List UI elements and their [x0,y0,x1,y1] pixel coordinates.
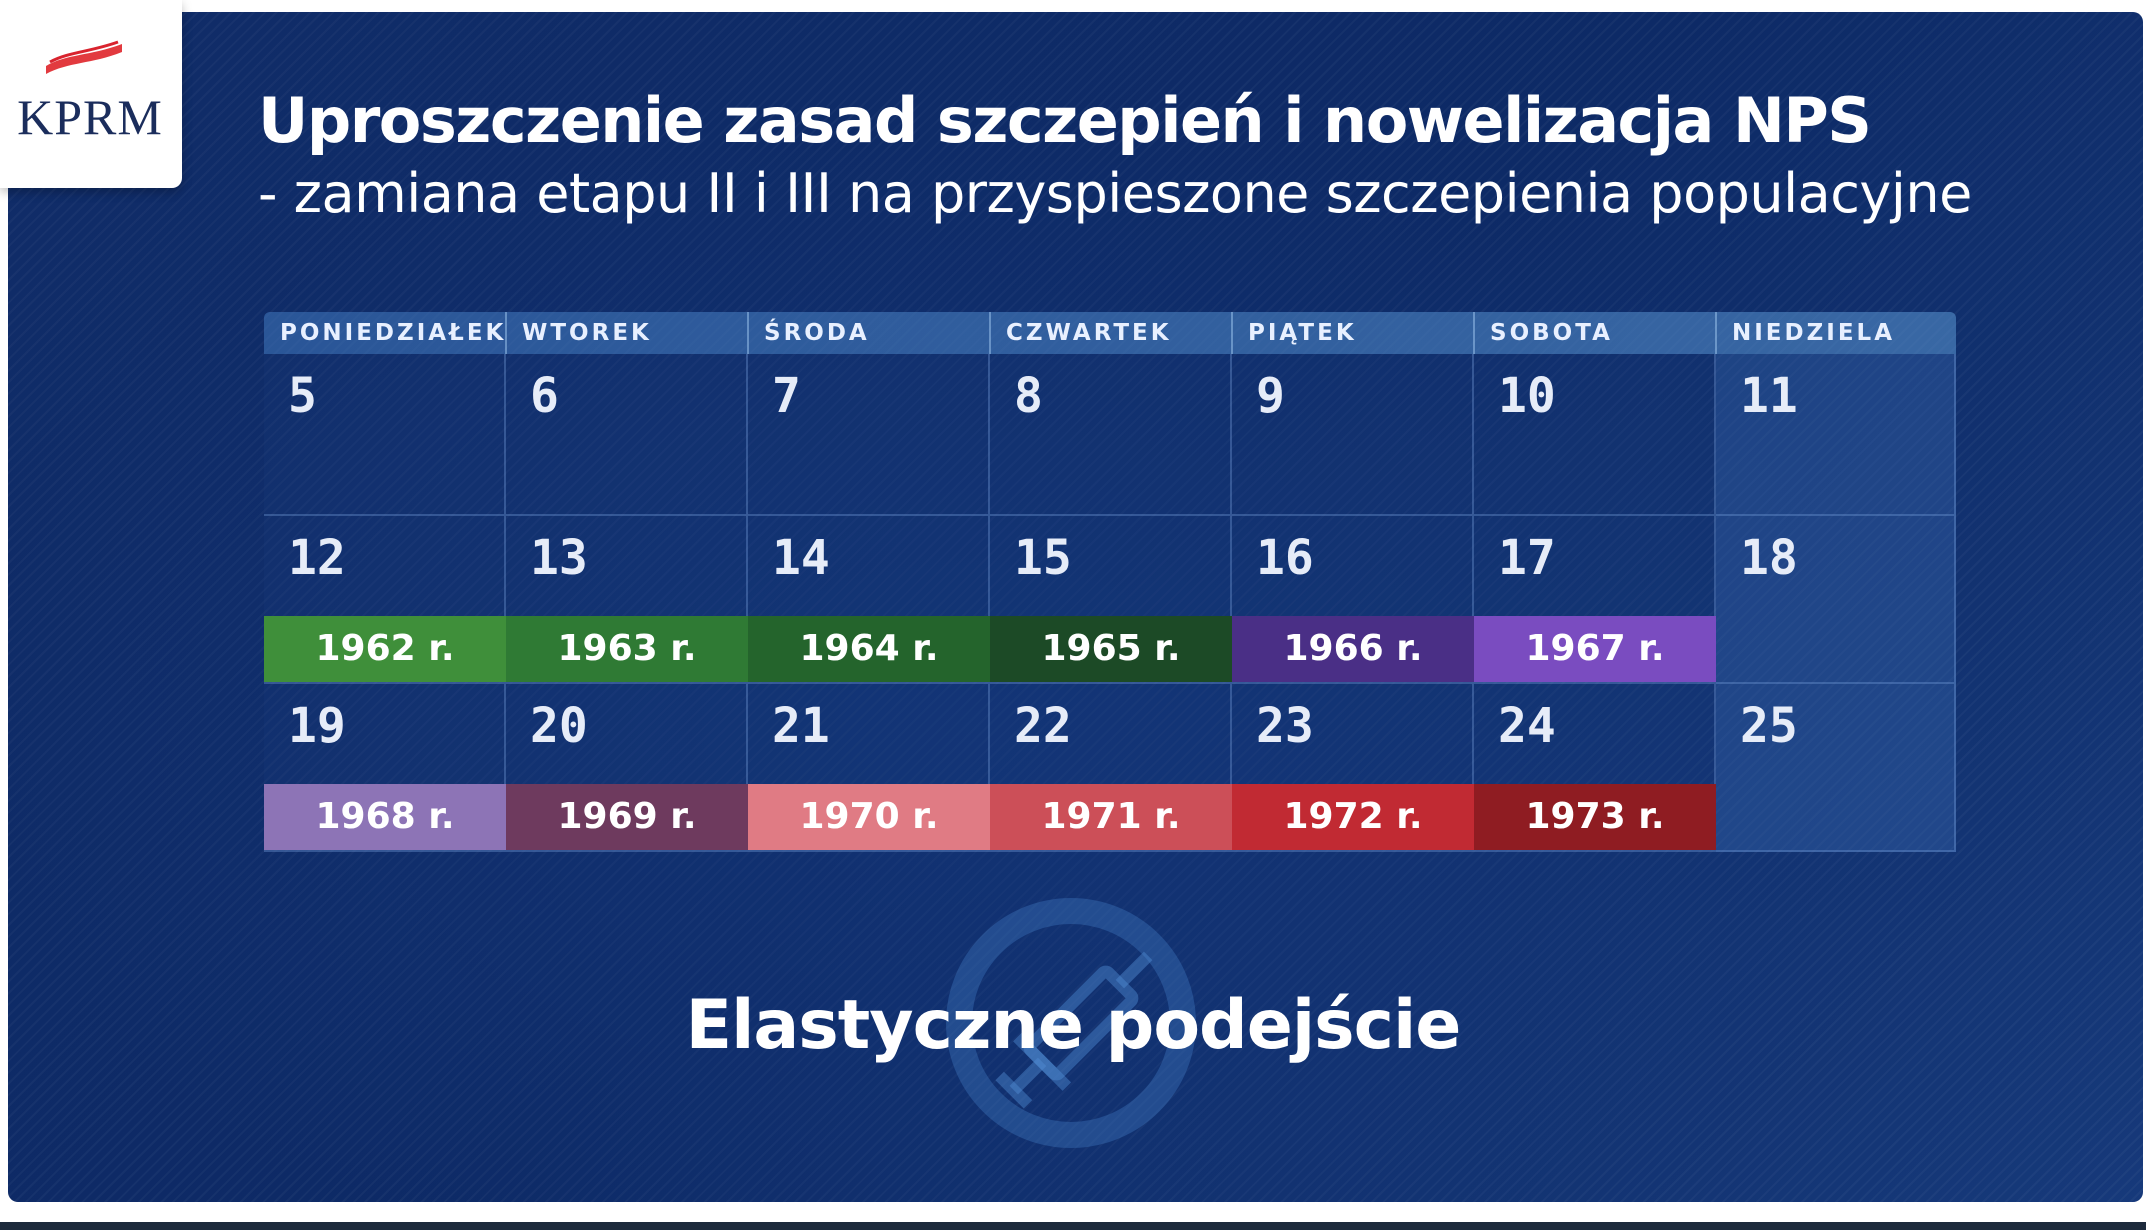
calendar-day-cell: 11 [1716,354,1956,516]
header-divider [1231,312,1233,354]
day-name: SOBOTA [1490,320,1613,346]
day-name: PIĄTEK [1248,320,1357,346]
day-number: 6 [530,368,559,424]
kprm-logo: KPRM [0,0,182,188]
day-number: 7 [772,368,801,424]
birth-year-bar: 1971 r. [990,784,1232,850]
day-name: PONIEDZIAŁEK [280,320,507,346]
birth-year-bar: 1972 r. [1232,784,1474,850]
birth-year-bar: 1973 r. [1474,784,1716,850]
day-number: 12 [288,530,346,586]
birth-year-bar: 1967 r. [1474,616,1716,682]
syringe-icon [995,951,1153,1109]
day-name: NIEDZIELA [1732,320,1896,346]
page-subtitle: - zamiana etapu II i III na przyspieszon… [258,162,1972,225]
day-number: 9 [1256,368,1285,424]
day-number: 10 [1498,368,1556,424]
header-divider [1473,312,1475,354]
calendar: PONIEDZIAŁEK WTOREK ŚRODA CZWARTEK PIĄTEK SOB… [264,312,1956,852]
day-number: 24 [1498,698,1556,754]
day-number: 16 [1256,530,1314,586]
calendar-day-cell: 6 [506,354,748,516]
header-divider [989,312,991,354]
day-number: 13 [530,530,588,586]
calendar-day-cell: 25 [1716,684,1956,852]
day-name: ŚRODA [764,320,870,346]
birth-year-bar: 1963 r. [506,616,748,682]
day-name: WTOREK [522,320,652,346]
birth-year-bar: 1968 r. [264,784,506,850]
day-number: 23 [1256,698,1314,754]
header-divider [747,312,749,354]
calendar-day-cell: 10 [1474,354,1716,516]
calendar-day-cell: 8 [990,354,1232,516]
day-number: 19 [288,698,346,754]
header-divider [1715,312,1717,354]
page-title: Uproszczenie zasad szczepień i nowelizac… [258,84,1872,157]
birth-year-bar: 1962 r. [264,616,506,682]
day-number: 17 [1498,530,1556,586]
day-number: 11 [1740,368,1798,424]
birth-year-bar: 1964 r. [748,616,990,682]
calendar-day-cell: 9 [1232,354,1474,516]
birth-year-bar: 1965 r. [990,616,1232,682]
calendar-day-cell: 5 [264,354,506,516]
bottom-strip [0,1222,2146,1230]
day-number: 18 [1740,530,1798,586]
day-number: 14 [772,530,830,586]
day-number: 21 [772,698,830,754]
day-number: 22 [1014,698,1072,754]
birth-year-bar: 1969 r. [506,784,748,850]
day-name: CZWARTEK [1006,320,1172,346]
day-number: 25 [1740,698,1798,754]
birth-year-bar: 1966 r. [1232,616,1474,682]
day-number: 5 [288,368,317,424]
flag-icon [46,40,122,74]
logo-text: KPRM [17,89,163,145]
birth-year-bar: 1970 r. [748,784,990,850]
day-number: 15 [1014,530,1072,586]
day-number: 8 [1014,368,1043,424]
calendar-day-cell: 7 [748,354,990,516]
header-divider [505,312,507,354]
day-number: 20 [530,698,588,754]
calendar-day-cell: 18 [1716,516,1956,684]
footer-label: Elastyczne podejście [685,986,1462,1065]
calendar-header: PONIEDZIAŁEK WTOREK ŚRODA CZWARTEK PIĄTEK SOB… [264,312,1956,354]
